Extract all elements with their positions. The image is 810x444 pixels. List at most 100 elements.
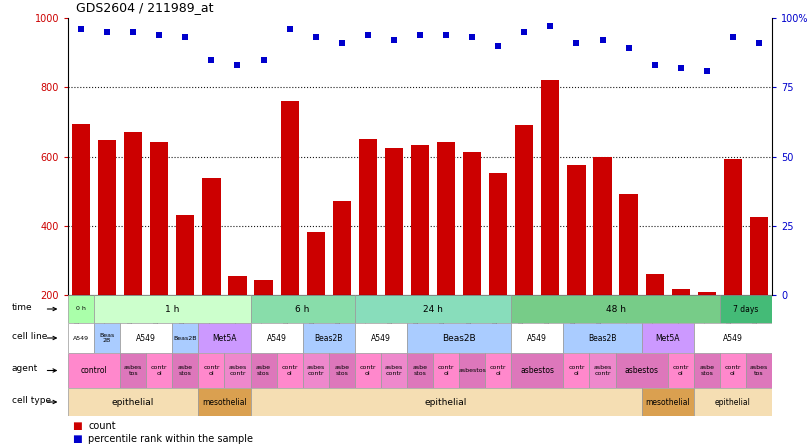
Bar (590, 353, 616, 388)
Text: asbestos: asbestos (625, 366, 659, 375)
Bar (250, 388, 642, 416)
Bar (485, 353, 511, 388)
Bar (68, 353, 120, 388)
Bar (750, 218, 768, 364)
Text: 6 h: 6 h (296, 305, 310, 313)
Bar (433, 353, 459, 388)
Text: ■: ■ (72, 434, 82, 444)
Bar (459, 353, 485, 388)
Bar (150, 143, 168, 364)
Bar (746, 353, 772, 388)
Bar (489, 173, 507, 364)
Text: time: time (12, 303, 32, 312)
Bar (407, 353, 433, 388)
Text: contr
ol: contr ol (281, 365, 298, 376)
Text: asbes
contr: asbes contr (594, 365, 612, 376)
Bar (724, 159, 742, 364)
Bar (411, 146, 429, 364)
Text: Beas2B: Beas2B (314, 333, 343, 342)
Text: asbe
stos: asbe stos (178, 365, 193, 376)
Point (518, 28, 531, 36)
Bar (202, 178, 220, 364)
Bar (280, 101, 299, 364)
Point (126, 28, 139, 36)
Text: contr
ol: contr ol (438, 365, 454, 376)
Point (361, 31, 374, 38)
Text: A549: A549 (136, 333, 156, 342)
Bar (228, 276, 246, 364)
Bar (306, 232, 325, 364)
Bar (333, 201, 351, 364)
Point (257, 56, 270, 63)
Text: contr
ol: contr ol (672, 365, 689, 376)
Point (153, 31, 166, 38)
Bar (694, 323, 772, 353)
Point (674, 64, 687, 71)
Point (284, 25, 296, 32)
Text: A549: A549 (73, 336, 89, 341)
Bar (198, 323, 250, 353)
Bar (694, 388, 772, 416)
Bar (329, 353, 355, 388)
Text: A549: A549 (723, 333, 743, 342)
Text: asbes
tos: asbes tos (124, 365, 143, 376)
Bar (94, 323, 120, 353)
Text: contr
ol: contr ol (151, 365, 168, 376)
Bar (198, 388, 250, 416)
Text: Beas2B: Beas2B (442, 333, 476, 342)
Bar (541, 79, 560, 364)
Bar (72, 124, 90, 364)
Point (231, 62, 244, 69)
Bar (511, 323, 564, 353)
Bar (94, 295, 250, 323)
Bar (437, 143, 455, 364)
Bar (385, 148, 403, 364)
Text: cell type: cell type (12, 396, 51, 405)
Text: count: count (88, 421, 116, 431)
Bar (642, 323, 694, 353)
Point (648, 62, 661, 69)
Point (387, 36, 400, 44)
Bar (642, 388, 694, 416)
Bar (303, 323, 355, 353)
Text: 24 h: 24 h (423, 305, 443, 313)
Bar (671, 289, 690, 364)
Text: asbe
stos: asbe stos (335, 365, 349, 376)
Bar (68, 388, 198, 416)
Point (622, 45, 635, 52)
Text: asbes
contr: asbes contr (385, 365, 403, 376)
Bar (667, 353, 694, 388)
Bar (177, 215, 194, 364)
Bar (68, 323, 94, 353)
Text: asbe
stos: asbe stos (256, 365, 271, 376)
Bar (224, 353, 250, 388)
Text: asbes
tos: asbes tos (750, 365, 768, 376)
Text: contr
ol: contr ol (568, 365, 585, 376)
Bar (616, 353, 667, 388)
Bar (697, 292, 716, 364)
Text: Beas2B: Beas2B (173, 336, 197, 341)
Bar (198, 353, 224, 388)
Text: control: control (81, 366, 108, 375)
Text: GDS2604 / 211989_at: GDS2604 / 211989_at (76, 1, 214, 14)
Bar (463, 152, 481, 364)
Point (335, 40, 348, 47)
Text: mesothelial: mesothelial (202, 397, 247, 407)
Point (492, 42, 505, 49)
Bar (567, 165, 586, 364)
Text: asbes
contr: asbes contr (306, 365, 325, 376)
Text: 48 h: 48 h (606, 305, 625, 313)
Point (752, 40, 765, 47)
Bar (720, 295, 772, 323)
Bar (407, 323, 511, 353)
Bar (594, 157, 612, 364)
Text: Met5A: Met5A (212, 333, 237, 342)
Bar (98, 140, 117, 364)
Bar (381, 353, 407, 388)
Text: asbestos: asbestos (520, 366, 554, 375)
Point (309, 34, 322, 41)
Bar (250, 295, 355, 323)
Bar (355, 353, 381, 388)
Bar (646, 274, 663, 364)
Text: A549: A549 (266, 333, 287, 342)
